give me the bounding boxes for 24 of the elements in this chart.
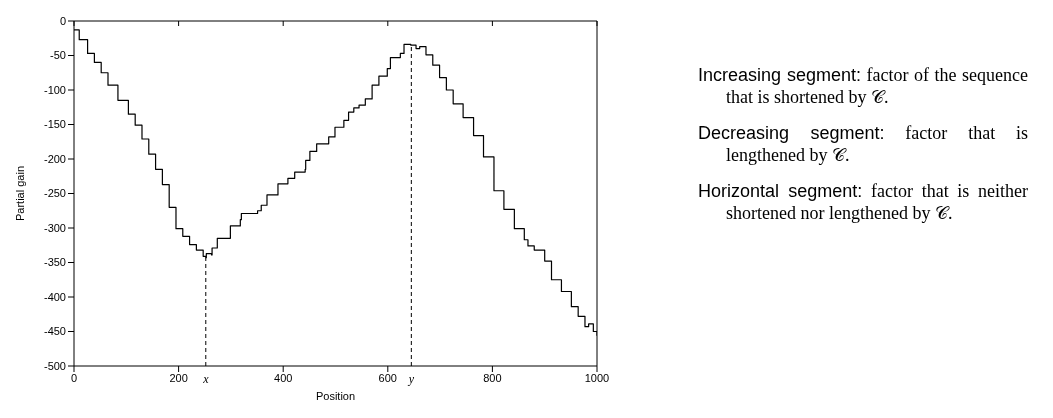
y-tick-label: -350 — [43, 256, 66, 269]
y-tick-label: -300 — [43, 221, 66, 234]
x-tick-label: 400 — [274, 371, 293, 384]
x-tick-label: 1000 — [584, 371, 610, 384]
y-tick-label: -200 — [43, 152, 66, 165]
text: Increasing segment: factor of the sequence that is shortened by 𝒞. — [698, 64, 1028, 108]
y-tick-label: -150 — [43, 118, 66, 131]
ref-line-label: y — [407, 371, 415, 386]
y-tick-label: -500 — [43, 359, 66, 372]
x-axis-title: Position — [315, 390, 356, 402]
y-tick-label: -400 — [43, 290, 66, 303]
x-tick-label: 0 — [70, 371, 78, 384]
x-tick-label: 200 — [169, 371, 188, 384]
y-axis-title: Partial gain — [13, 165, 26, 222]
text: Decreasing segment: factor that is lengthened by 𝒞. — [698, 123, 1028, 165]
x-tick-label: 800 — [483, 371, 502, 384]
y-tick-label: -450 — [43, 325, 66, 338]
text: Horizontal segment: factor that is neither shortened nor lengthened by 𝒞. — [698, 180, 1029, 224]
ref-line-label: x — [202, 371, 210, 386]
y-tick-label: -250 — [43, 187, 66, 200]
y-tick-label: 0 — [59, 14, 66, 27]
y-tick-label: -50 — [50, 49, 66, 62]
y-tick-label: -100 — [43, 83, 66, 96]
x-tick-label: 600 — [378, 371, 397, 384]
